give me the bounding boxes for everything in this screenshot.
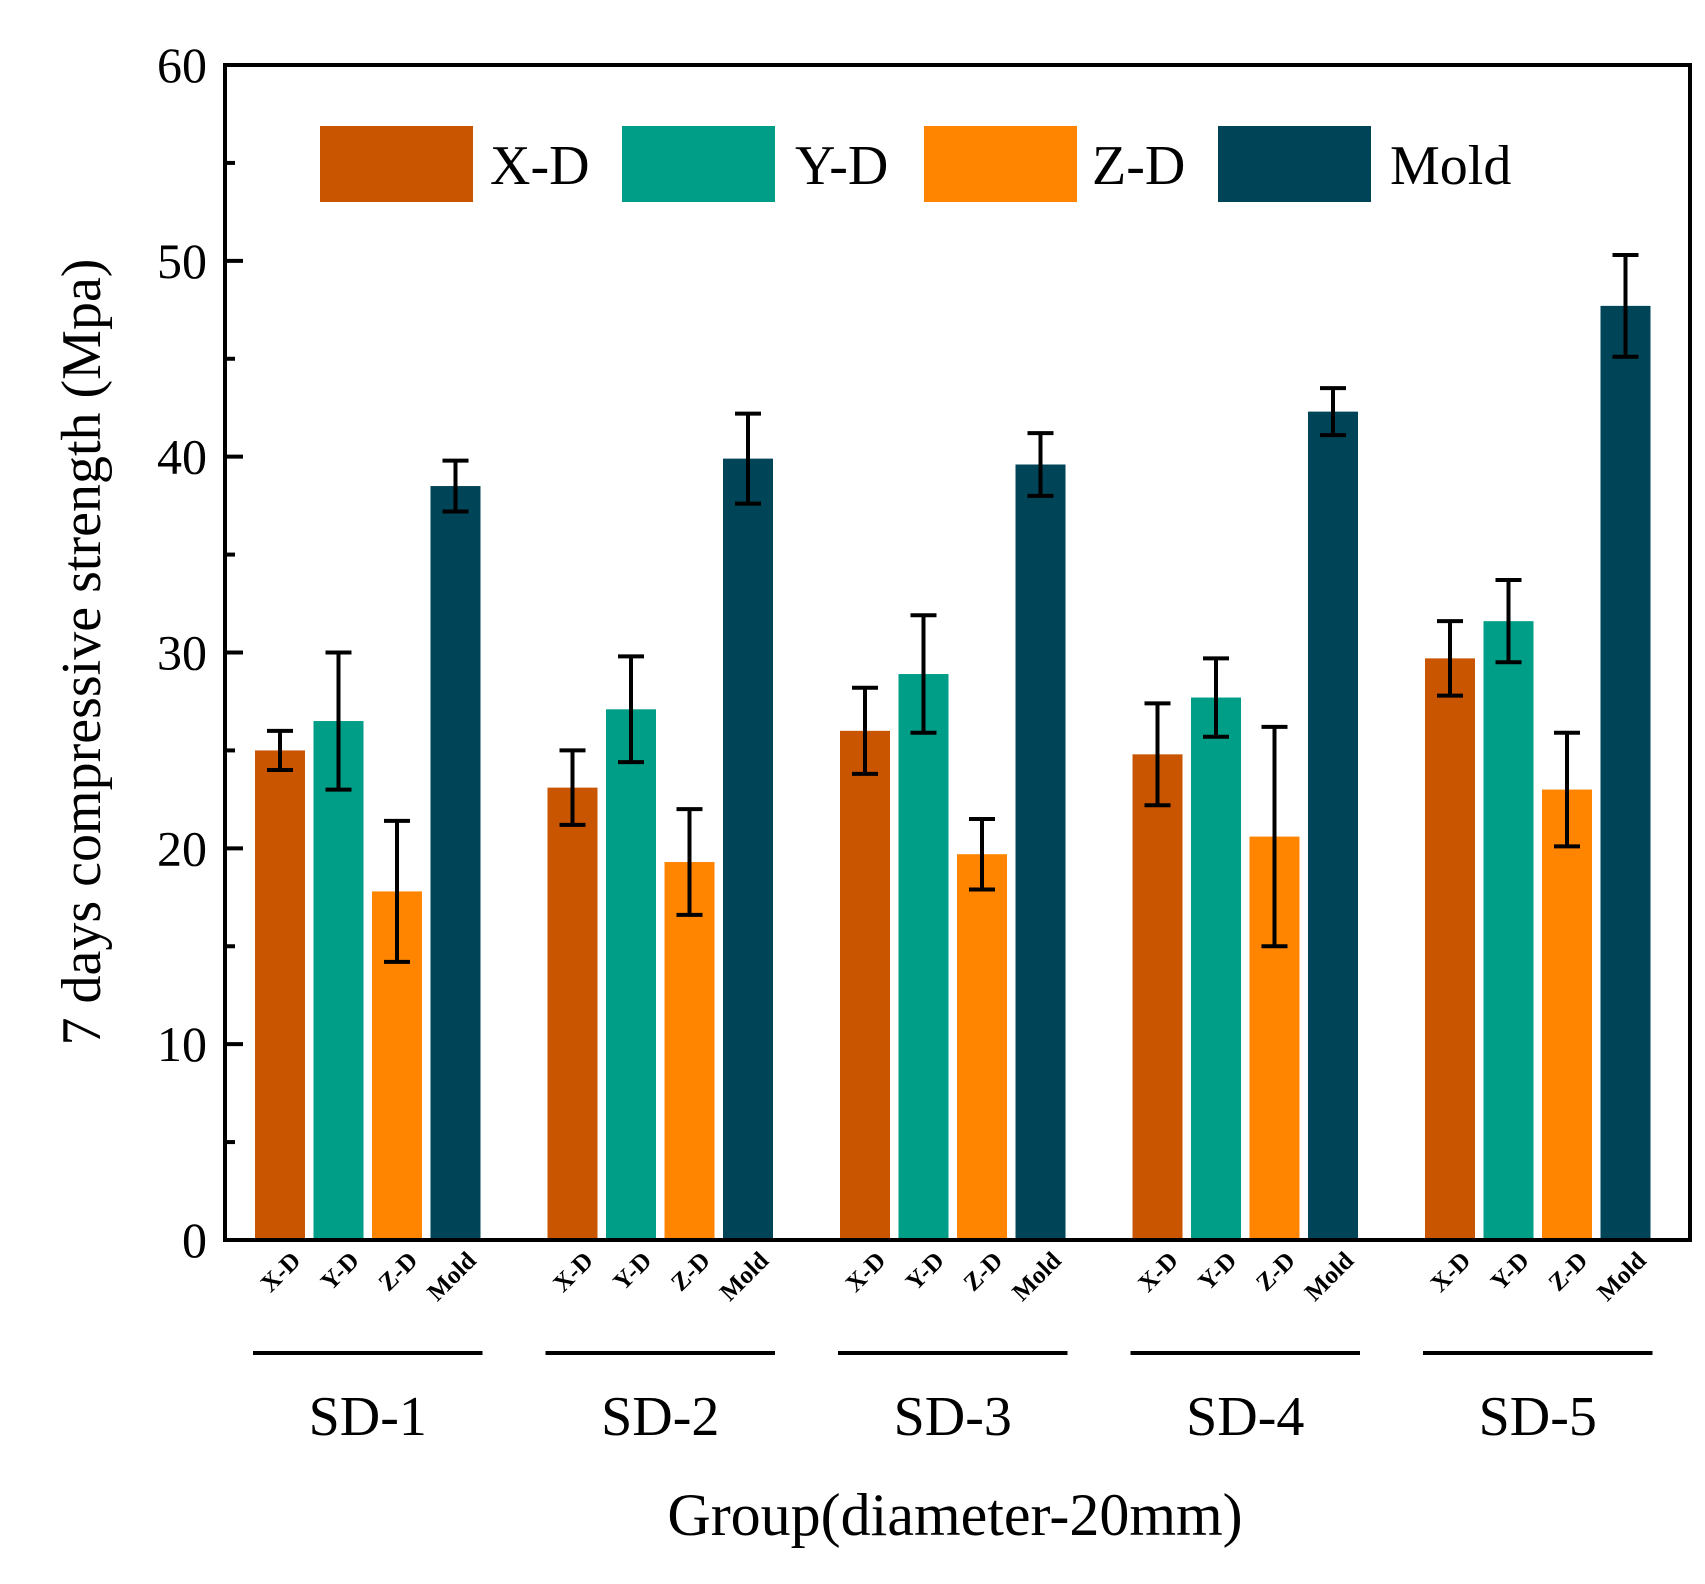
error-bar-sd-5-x-d xyxy=(1437,619,1463,698)
error-bar-sd-4-x-d xyxy=(1144,701,1171,808)
error-bar-sd-3-y-d xyxy=(910,613,937,735)
y-tick-label: 20 xyxy=(157,820,207,876)
error-bar-sd-2-z-d xyxy=(676,807,703,917)
bar-sd-5-mold xyxy=(1600,305,1651,1240)
legend-label-z-d: Z-D xyxy=(1092,135,1185,197)
error-bar-sd-5-z-d xyxy=(1554,730,1580,849)
category-label: Mold xyxy=(715,1247,774,1306)
legend-label-y-d: Y-D xyxy=(795,135,888,197)
error-bar-sd-1-x-d xyxy=(267,728,293,772)
category-label: Mold xyxy=(1300,1247,1359,1306)
error-bar-sd-3-x-d xyxy=(852,685,878,776)
bar-sd-5-x-d xyxy=(1425,658,1475,1240)
category-label: Y-D xyxy=(608,1247,657,1296)
y-tick-label: 0 xyxy=(182,1212,207,1268)
category-label: Z-D xyxy=(374,1247,424,1297)
error-bar-sd-2-x-d xyxy=(559,748,586,827)
bar-sd-4-x-d xyxy=(1132,754,1183,1240)
bar-sd-1-y-d xyxy=(313,721,364,1240)
category-label: Z-D xyxy=(1544,1247,1594,1297)
error-bar-sd-4-z-d xyxy=(1261,724,1288,949)
bar-sd-4-y-d xyxy=(1191,697,1241,1240)
legend: X-D Y-D Z-D Mold xyxy=(320,126,1511,202)
category-label: Y-D xyxy=(316,1247,365,1296)
error-bar-sd-5-y-d xyxy=(1495,578,1522,665)
bar-sd-5-z-d xyxy=(1542,789,1592,1240)
category-label: Z-D xyxy=(666,1247,716,1297)
legend-swatch-y-d xyxy=(622,126,775,202)
bar-sd-1-mold xyxy=(430,486,481,1241)
y-tick-label: 60 xyxy=(157,37,207,93)
legend-label-x-d: X-D xyxy=(490,135,590,197)
category-label: Mold xyxy=(1007,1247,1066,1306)
group-label-sd-3: SD-3 xyxy=(894,1386,1012,1448)
category-label: X-D xyxy=(256,1247,307,1298)
error-bar-sd-3-mold xyxy=(1027,431,1054,498)
bar-sd-3-mold xyxy=(1015,464,1066,1240)
error-bar-sd-1-mold xyxy=(442,458,469,514)
bar-sd-2-mold xyxy=(723,458,773,1240)
group-label-sd-2: SD-2 xyxy=(601,1386,719,1448)
bar-sd-4-mold xyxy=(1308,411,1358,1240)
error-bar-sd-2-mold xyxy=(735,411,761,506)
error-bar-sd-2-y-d xyxy=(618,654,644,765)
bar-sd-5-y-d xyxy=(1483,621,1534,1240)
y-tick-label: 30 xyxy=(157,625,207,681)
bar-sd-3-z-d xyxy=(957,854,1007,1240)
y-tick-label: 10 xyxy=(157,1016,207,1072)
category-label: Z-D xyxy=(1251,1247,1301,1297)
category-label: X-D xyxy=(1426,1247,1477,1298)
plot-area xyxy=(255,252,1651,1241)
category-label: Mold xyxy=(1592,1247,1651,1306)
legend-swatch-mold xyxy=(1218,126,1371,202)
category-label: Y-D xyxy=(901,1247,950,1296)
category-label: Z-D xyxy=(959,1247,1009,1297)
bar-sd-1-x-d xyxy=(255,750,305,1240)
category-label: X-D xyxy=(841,1247,892,1298)
bar-sd-2-x-d xyxy=(547,787,598,1240)
legend-label-mold: Mold xyxy=(1390,135,1511,197)
group-label-sd-5: SD-5 xyxy=(1479,1386,1597,1448)
category-label: Mold xyxy=(422,1247,481,1306)
category-label: Y-D xyxy=(1486,1247,1535,1296)
error-bar-sd-3-z-d xyxy=(969,816,995,892)
bar-sd-3-y-d xyxy=(898,674,949,1240)
legend-swatch-x-d xyxy=(320,126,473,202)
y-tick-label: 40 xyxy=(157,429,207,485)
bar-sd-2-z-d xyxy=(664,862,715,1240)
error-bar-sd-4-mold xyxy=(1320,386,1346,438)
error-bar-sd-5-mold xyxy=(1612,252,1639,359)
category-label: X-D xyxy=(548,1247,599,1298)
y-axis-label: 7 days compressive strength (Mpa) xyxy=(51,259,113,1046)
error-bar-sd-1-y-d xyxy=(325,650,352,792)
x-axis-label: Group(diameter-20mm) xyxy=(667,1482,1242,1548)
group-label-sd-4: SD-4 xyxy=(1186,1386,1304,1448)
bar-sd-3-x-d xyxy=(840,730,890,1240)
category-label: X-D xyxy=(1133,1247,1184,1298)
error-bar-sd-1-z-d xyxy=(384,818,410,964)
category-label: Y-D xyxy=(1193,1247,1242,1296)
group-label-sd-1: SD-1 xyxy=(309,1386,427,1448)
y-tick-label: 50 xyxy=(157,233,207,289)
error-bar-sd-4-y-d xyxy=(1203,656,1229,739)
bar-sd-2-y-d xyxy=(606,709,656,1240)
legend-swatch-z-d xyxy=(924,126,1077,202)
